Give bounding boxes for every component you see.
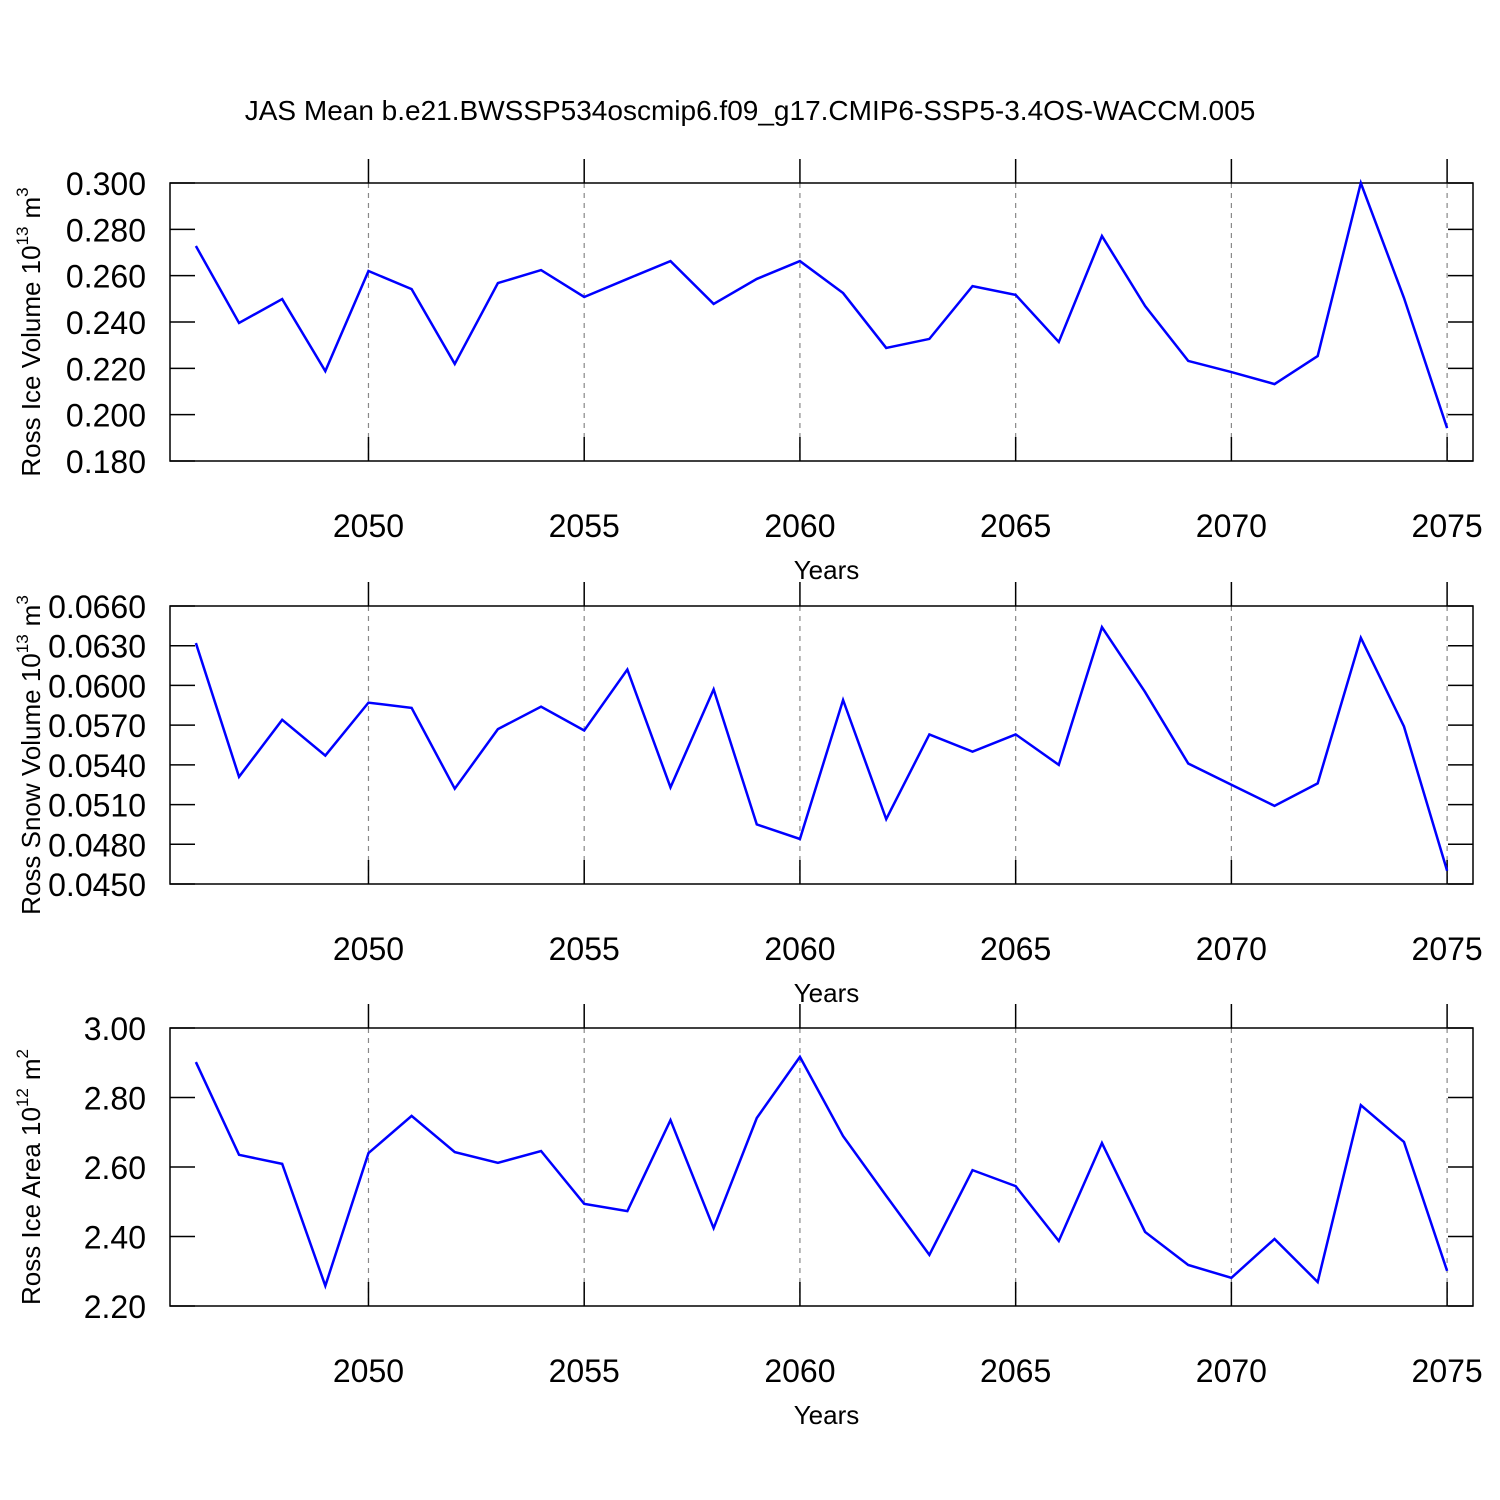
- y-axis-label-part: Ross Ice Volume 10: [16, 245, 46, 476]
- data-line: [194, 624, 1449, 872]
- y-tick-label: 0.180: [66, 444, 146, 480]
- y-tick-label: 0.220: [66, 351, 146, 387]
- y-tick-label: 0.0480: [48, 827, 146, 863]
- y-axis-label-exponent: 3: [13, 595, 32, 604]
- x-tick-label: 2060: [764, 1353, 835, 1389]
- y-tick-label: 2.60: [84, 1150, 146, 1186]
- y-axis-label-exponent: 2: [13, 1049, 32, 1058]
- y-axis-label-part: Ross Snow Volume 10: [16, 653, 46, 915]
- y-tick-label: 2.40: [84, 1220, 146, 1256]
- x-tick-label: 2070: [1196, 931, 1267, 967]
- y-axis-label-exponent: 13: [13, 226, 32, 245]
- x-tick-label: 2050: [333, 508, 404, 544]
- y-axis-label-exponent: 13: [13, 634, 32, 653]
- y-tick-label: 0.300: [66, 166, 146, 202]
- data-line: [194, 1054, 1449, 1290]
- y-tick-label: 0.0660: [48, 589, 146, 625]
- x-tick-label: 2075: [1412, 1353, 1483, 1389]
- x-tick-label: 2060: [764, 931, 835, 967]
- y-tick-label: 0.280: [66, 212, 146, 248]
- y-axis-label: Ross Ice Area 1012 m2: [13, 1049, 46, 1305]
- y-axis-label-part: m: [16, 605, 46, 627]
- y-tick-label: 0.260: [66, 259, 146, 295]
- x-tick-label: 2055: [549, 931, 620, 967]
- y-axis-label: Ross Ice Volume 1013 m3: [13, 187, 46, 476]
- x-tick-label: 2055: [549, 508, 620, 544]
- y-axis-label-part: m: [16, 1058, 46, 1080]
- y-tick-label: 0.240: [66, 305, 146, 341]
- x-tick-label: 2060: [764, 508, 835, 544]
- x-tick-label: 2055: [549, 1353, 620, 1389]
- x-tick-label: 2065: [980, 1353, 1051, 1389]
- y-axis-label-part: Ross Ice Area 10: [16, 1107, 46, 1305]
- y-axis-label: Ross Snow Volume 1013 m3: [13, 595, 46, 915]
- y-tick-label: 0.0540: [48, 748, 146, 784]
- x-tick-label: 2050: [333, 931, 404, 967]
- y-tick-label: 0.200: [66, 398, 146, 434]
- x-tick-label: 2070: [1196, 508, 1267, 544]
- plot-frame: [169, 182, 1474, 462]
- y-tick-label: 0.0630: [48, 629, 146, 665]
- plot-frame: [169, 1027, 1474, 1307]
- x-tick-label: 2075: [1412, 931, 1483, 967]
- y-tick-label: 3.00: [84, 1011, 146, 1047]
- y-tick-label: 2.80: [84, 1081, 146, 1117]
- x-axis-label: Years: [794, 1400, 860, 1430]
- y-axis-label-part: m: [16, 197, 46, 219]
- x-tick-label: 2075: [1412, 508, 1483, 544]
- y-tick-label: 2.20: [84, 1289, 146, 1325]
- y-axis-label-exponent: 3: [13, 187, 32, 196]
- data-line: [194, 178, 1449, 429]
- figure-title: JAS Mean b.e21.BWSSP534oscmip6.f09_g17.C…: [245, 95, 1256, 126]
- plot-frame: [169, 605, 1474, 885]
- y-tick-label: 0.0450: [48, 867, 146, 903]
- x-axis-label: Years: [794, 555, 860, 585]
- y-axis-label-exponent: 12: [13, 1088, 32, 1107]
- y-tick-label: 0.0570: [48, 708, 146, 744]
- x-tick-label: 2065: [980, 931, 1051, 967]
- x-tick-label: 2050: [333, 1353, 404, 1389]
- y-tick-label: 0.0510: [48, 788, 146, 824]
- x-tick-label: 2070: [1196, 1353, 1267, 1389]
- x-tick-label: 2065: [980, 508, 1051, 544]
- x-axis-label: Years: [794, 978, 860, 1008]
- y-tick-label: 0.0600: [48, 668, 146, 704]
